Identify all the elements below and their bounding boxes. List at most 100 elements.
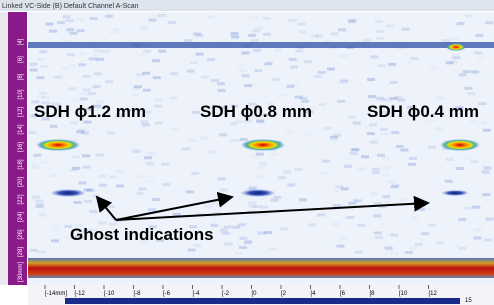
noise-cell — [370, 192, 378, 195]
noise-cell — [435, 127, 443, 130]
noise-cell — [318, 103, 326, 106]
noise-cell — [289, 19, 297, 22]
depth-tick-label: [6] — [18, 56, 24, 63]
noise-cell — [237, 63, 245, 66]
noise-cell — [113, 28, 121, 31]
ghost-spot — [240, 189, 276, 197]
noise-cell — [456, 167, 464, 170]
noise-cell — [239, 237, 247, 240]
noise-cell — [311, 35, 319, 38]
noise-cell — [330, 32, 338, 35]
noise-cell — [473, 228, 481, 231]
noise-cell — [449, 61, 457, 64]
noise-cell — [376, 30, 384, 33]
noise-cell — [29, 63, 37, 66]
noise-cell — [451, 37, 459, 40]
noise-cell — [250, 16, 258, 19]
noise-cell — [170, 30, 178, 33]
noise-cell — [135, 192, 143, 195]
noise-cell — [242, 51, 250, 54]
noise-cell — [372, 168, 380, 171]
noise-cell — [54, 76, 62, 79]
noise-cell — [330, 136, 338, 139]
noise-cell — [290, 233, 298, 236]
depth-tick-label: [18] — [18, 159, 24, 169]
noise-cell — [303, 133, 311, 136]
noise-cell — [101, 159, 109, 162]
noise-cell — [74, 201, 82, 204]
noise-cell — [50, 174, 58, 177]
ghost-spot — [50, 189, 86, 197]
noise-cell — [219, 189, 227, 192]
noise-cell — [219, 133, 227, 136]
noise-cell — [184, 39, 192, 42]
noise-cell — [250, 155, 258, 158]
noise-cell — [332, 189, 340, 192]
noise-cell — [361, 155, 369, 158]
left-strip — [0, 12, 8, 285]
noise-cell — [200, 137, 208, 140]
noise-cell — [260, 206, 268, 209]
noise-cell — [83, 166, 91, 169]
scrollbar[interactable] — [65, 298, 460, 304]
noise-cell — [96, 58, 104, 61]
noise-cell — [375, 236, 383, 239]
noise-cell — [41, 160, 49, 163]
noise-cell — [257, 175, 265, 178]
noise-cell — [211, 202, 219, 205]
noise-cell — [152, 198, 160, 201]
noise-cell — [388, 63, 396, 66]
noise-cell — [410, 216, 418, 219]
noise-cell — [107, 131, 115, 134]
noise-cell — [463, 207, 471, 210]
noise-cell — [115, 170, 123, 173]
noise-cell — [249, 205, 257, 208]
noise-cell — [262, 213, 270, 216]
noise-cell — [30, 163, 38, 166]
noise-cell — [390, 252, 398, 255]
noise-cell — [207, 16, 215, 19]
noise-cell — [143, 50, 151, 53]
noise-cell — [472, 206, 480, 209]
noise-cell — [373, 214, 381, 217]
noise-cell — [224, 225, 232, 228]
noise-cell — [348, 20, 356, 23]
noise-cell — [35, 199, 43, 202]
noise-cell — [327, 68, 335, 71]
noise-cell — [239, 246, 247, 249]
noise-cell — [309, 223, 317, 226]
noise-cell — [132, 150, 140, 153]
noise-cell — [239, 69, 247, 72]
noise-cell — [408, 163, 416, 166]
noise-cell — [464, 157, 472, 160]
noise-cell — [299, 199, 307, 202]
noise-cell — [92, 194, 100, 197]
noise-cell — [446, 158, 454, 161]
noise-cell — [189, 61, 197, 64]
noise-cell — [162, 183, 170, 186]
noise-cell — [211, 79, 219, 82]
noise-cell — [286, 131, 294, 134]
noise-cell — [209, 151, 217, 154]
noise-cell — [295, 50, 303, 53]
noise-cell — [204, 205, 212, 208]
noise-cell — [224, 242, 232, 245]
sdh-spot — [241, 139, 285, 151]
noise-cell — [340, 80, 348, 83]
noise-cell — [290, 66, 298, 69]
noise-cell — [376, 37, 384, 40]
noise-cell — [78, 63, 86, 66]
noise-cell — [376, 97, 384, 100]
sdh-spot — [36, 139, 80, 151]
depth-tick-label: [8] — [18, 73, 24, 80]
noise-cell — [253, 49, 261, 52]
noise-cell — [483, 166, 491, 169]
noise-cell — [84, 188, 92, 191]
noise-cell — [95, 154, 103, 157]
noise-cell — [440, 77, 448, 80]
window-title: Linked VC-Side (B) Default Channel A-Sca… — [2, 3, 139, 10]
noise-cell — [336, 245, 344, 248]
position-tick-label: [10 — [399, 291, 408, 297]
noise-cell — [474, 52, 482, 55]
noise-cell — [463, 70, 471, 73]
